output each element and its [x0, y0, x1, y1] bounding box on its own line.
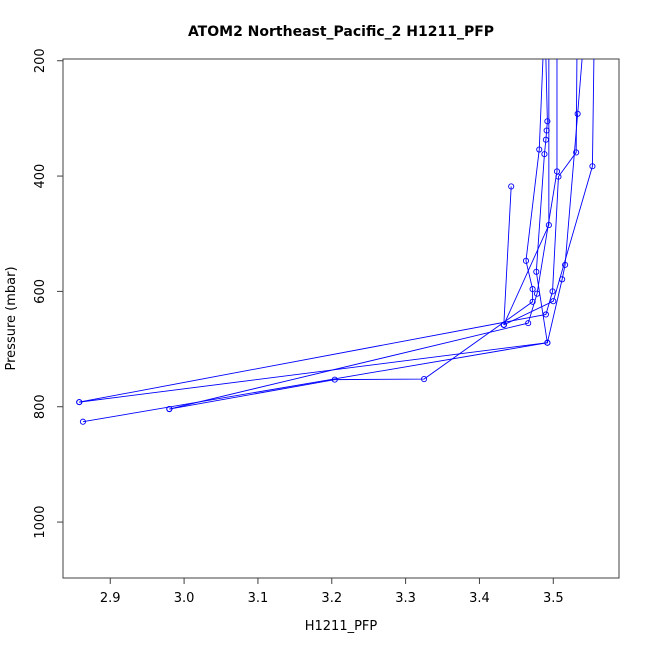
data-point-marker: [529, 286, 536, 293]
data-point-marker: [533, 268, 540, 275]
data-point-marker: [574, 110, 581, 117]
x-tick-label: 3.4: [469, 591, 490, 606]
data-point-marker: [421, 375, 428, 383]
data-point-marker: [76, 399, 83, 406]
data-series: [76, 58, 596, 425]
y-axis: 200 400 600 800 1000: [33, 48, 63, 539]
data-point-marker: [549, 288, 556, 295]
x-tick-label: 2.9: [100, 591, 121, 606]
data-point-marker: [541, 151, 548, 158]
data-point-marker: [79, 418, 86, 425]
y-tick-label: 1000: [33, 506, 48, 539]
series-line-profile-5: [169, 58, 544, 410]
data-point-marker: [553, 168, 561, 175]
data-point-marker: [500, 321, 507, 328]
series-line-profile-1: [503, 58, 595, 326]
data-point-marker: [559, 276, 566, 283]
data-point-marker: [536, 146, 543, 153]
y-axis-title: Pressure (mbar): [4, 266, 19, 370]
chart-title: ATOM2 Northeast_Pacific_2 H1211_PFP: [188, 24, 494, 40]
data-point-marker: [562, 261, 569, 268]
data-point-marker: [589, 163, 596, 170]
series-line-profile-6: [79, 58, 548, 403]
data-point-marker: [529, 298, 536, 305]
data-point-marker: [508, 183, 515, 190]
x-tick-label: 3.2: [321, 591, 342, 606]
y-tick-label: 800: [33, 394, 48, 419]
series-line-profile-7: [503, 59, 550, 326]
series-line-profile-2: [82, 58, 583, 423]
data-point-marker: [544, 118, 551, 125]
series-line-profile-8: [503, 186, 512, 325]
x-tick-label: 3.3: [395, 591, 416, 606]
data-point-marker: [166, 405, 173, 413]
data-point-marker: [550, 298, 557, 305]
series-line-profile-4: [169, 59, 558, 410]
data-point-marker: [525, 320, 532, 327]
series-line-profile-3: [79, 58, 578, 403]
x-tick-label: 3.1: [248, 591, 269, 606]
y-tick-label: 200: [33, 48, 48, 73]
data-point-marker: [544, 339, 551, 346]
y-tick-label: 400: [33, 164, 48, 189]
y-tick-label: 600: [33, 279, 48, 304]
x-axis: 2.9 3.0 3.1 3.2 3.3 3.4 3.5: [100, 578, 564, 606]
x-axis-title: H1211_PFP: [305, 619, 378, 634]
plot-border: [62, 58, 620, 579]
data-point-marker: [522, 257, 530, 264]
x-tick-label: 3.5: [543, 591, 564, 606]
data-point-marker: [331, 376, 338, 383]
x-tick-label: 3.0: [174, 591, 195, 606]
data-point-marker: [545, 222, 552, 229]
data-point-marker: [573, 149, 580, 156]
